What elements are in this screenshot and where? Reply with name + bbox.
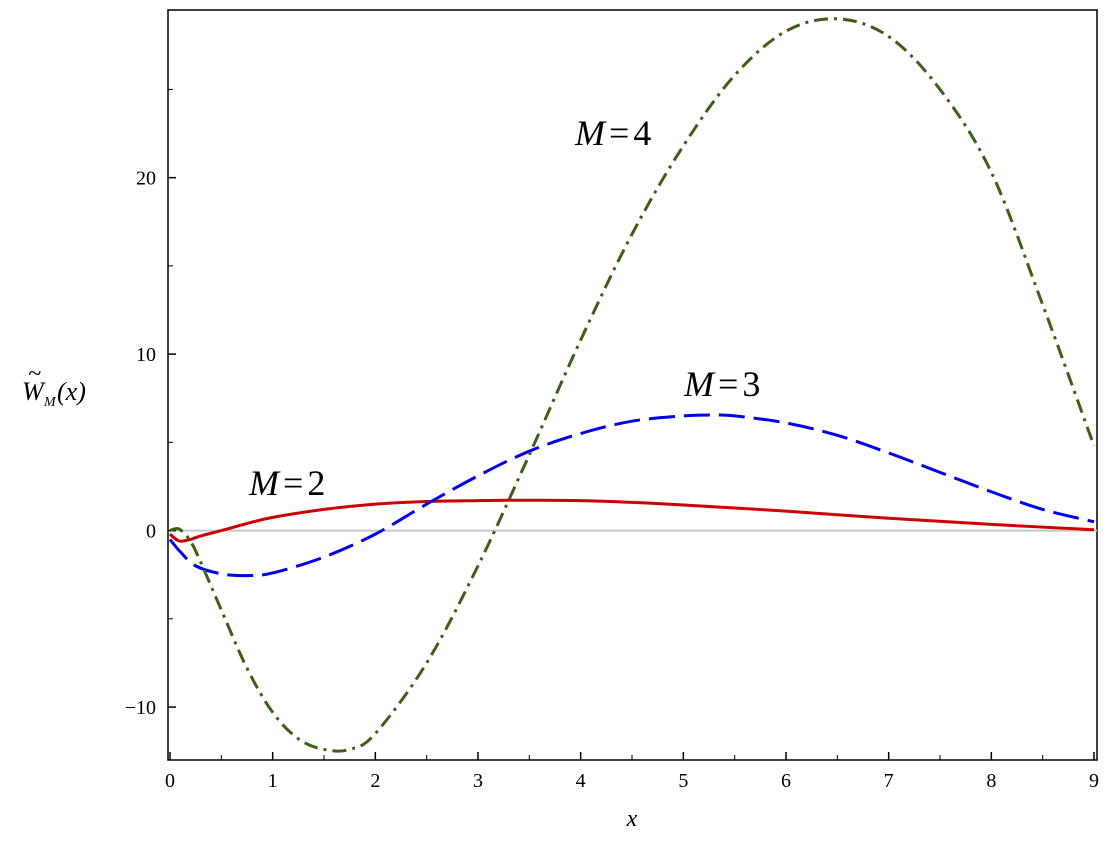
y-tick-label: −10 xyxy=(125,697,156,719)
series-label-m2-num: 2 xyxy=(307,463,325,503)
y-axis-title: ~ W M (x) xyxy=(22,361,86,410)
x-tick-label: 3 xyxy=(473,770,483,792)
x-axis-title: x xyxy=(626,806,638,832)
series-line-2 xyxy=(169,498,1095,543)
series-label-m2-letter: M xyxy=(248,463,281,503)
x-axis-ticks: 0 1 2 3 4 5 6 7 8 9 xyxy=(165,752,1099,792)
series-label-m4: M = 4 xyxy=(574,113,651,153)
y-tick-label: 20 xyxy=(136,168,156,190)
x-tick-label: 7 xyxy=(884,770,894,792)
y-axis-title-subscript: M xyxy=(43,395,57,410)
series-label-m4-num: 4 xyxy=(633,113,651,153)
x-tick-label: 2 xyxy=(370,770,380,792)
y-axis-ticks: −10 0 10 20 xyxy=(125,88,176,719)
x-tick-label: 0 xyxy=(165,770,175,792)
series-layer xyxy=(168,17,1096,753)
series-label-m2: M = 2 xyxy=(248,463,325,503)
y-tick-label: 10 xyxy=(136,344,156,366)
y-axis-title-argument: (x) xyxy=(57,377,86,406)
series-label-m3-letter: M xyxy=(683,364,716,404)
y-tick-label: 0 xyxy=(146,521,156,543)
series-label-m4-eq: = xyxy=(609,113,629,153)
x-tick-label: 6 xyxy=(781,770,791,792)
x-tick-label: 8 xyxy=(986,770,996,792)
y-axis-title-tilde: ~ xyxy=(28,361,41,387)
series-label-m3-eq: = xyxy=(718,364,738,404)
series-label-m3: M = 3 xyxy=(683,364,760,404)
series-label-m3-num: 3 xyxy=(742,364,760,404)
x-tick-label: 1 xyxy=(268,770,278,792)
series-label-m2-eq: = xyxy=(283,463,303,503)
series-line-3 xyxy=(168,413,1095,578)
y-axis-title-letter: W xyxy=(22,377,46,406)
x-tick-label: 4 xyxy=(576,770,586,792)
series-label-m4-letter: M xyxy=(574,113,607,153)
series-line-4 xyxy=(169,17,1096,753)
x-tick-label: 9 xyxy=(1089,770,1099,792)
x-tick-label: 5 xyxy=(678,770,688,792)
